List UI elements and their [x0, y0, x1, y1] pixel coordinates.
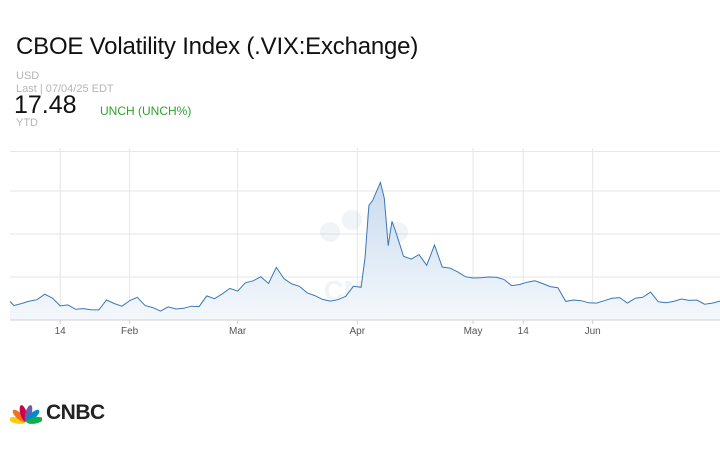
x-tick-label: 14 — [518, 326, 530, 337]
x-tick-label: Feb — [121, 326, 139, 337]
peacock-feather — [26, 416, 42, 424]
chart-area-fill — [10, 182, 720, 320]
series-line — [9, 180, 720, 312]
x-axis-ticks: 14 Feb Mar Apr May 14 Jun — [55, 320, 601, 337]
brand-name: CNBC — [46, 401, 105, 424]
last-price: 17.48 — [14, 91, 77, 119]
x-tick-label: Mar — [229, 326, 247, 337]
x-tick-label: 14 — [55, 326, 67, 337]
price-change: UNCH (UNCH%) — [100, 104, 192, 118]
period-label: YTD — [16, 117, 38, 129]
cnbc-logo: CNBC — [10, 401, 105, 425]
x-tick-label: Apr — [350, 326, 366, 337]
last-updated-label: Last | 07/04/25 EDT — [16, 83, 114, 95]
peacock-feather — [24, 405, 33, 422]
page-title: CBOE Volatility Index (.VIX:Exchange) — [16, 33, 419, 60]
peacock-icon — [10, 405, 42, 424]
x-tick-label: Jun — [585, 326, 601, 337]
x-tick-label: May — [464, 326, 483, 337]
currency-label: USD — [16, 70, 40, 82]
